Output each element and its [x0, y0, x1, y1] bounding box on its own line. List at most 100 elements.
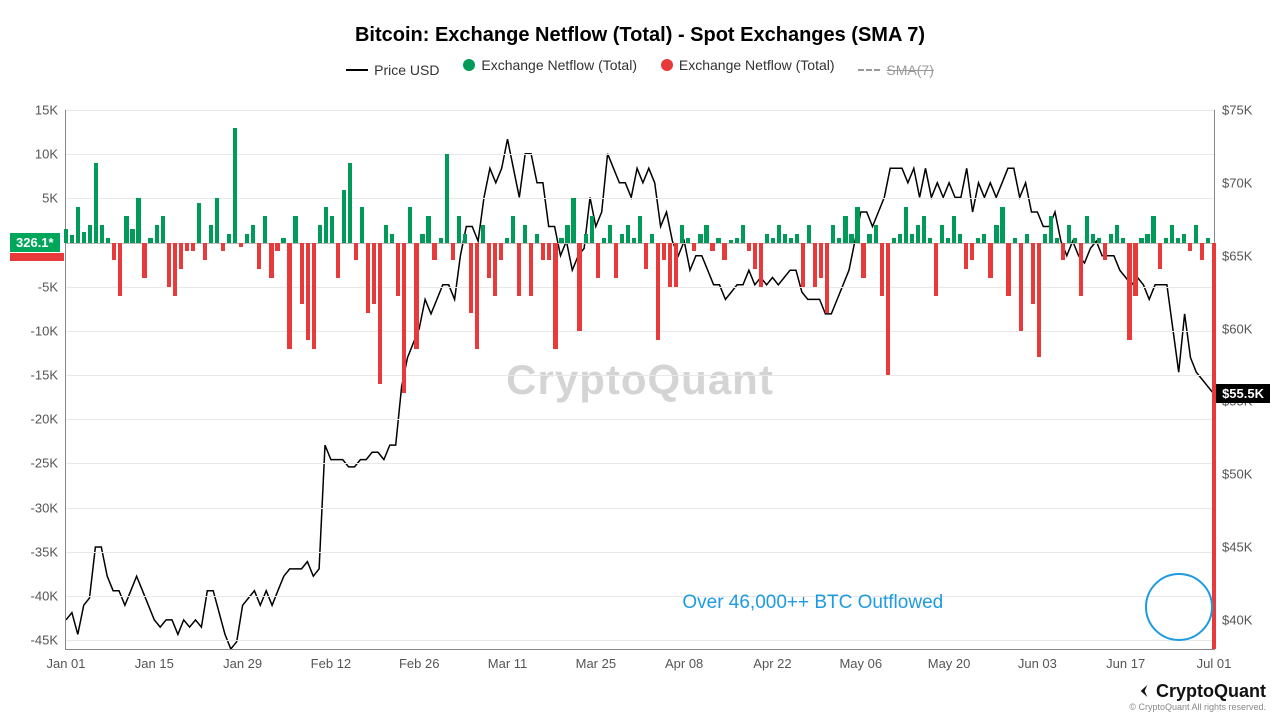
netflow-bar: [293, 216, 297, 243]
netflow-bar: [312, 243, 316, 349]
netflow-bar: [1055, 238, 1059, 242]
netflow-bar: [457, 216, 461, 243]
netflow-bar: [499, 243, 503, 261]
netflow-bar: [577, 243, 581, 331]
netflow-bar: [414, 243, 418, 349]
netflow-bar: [867, 234, 871, 243]
netflow-bar: [1085, 216, 1089, 243]
netflow-bar: [336, 243, 340, 278]
y-right-tick: $75K: [1214, 103, 1252, 118]
netflow-bar: [789, 238, 793, 242]
netflow-bar: [964, 243, 968, 270]
netflow-bar: [807, 225, 811, 243]
netflow-bar: [1043, 234, 1047, 243]
netflow-bar: [970, 243, 974, 261]
y-left-tick: -45K: [31, 633, 66, 648]
netflow-bar: [783, 234, 787, 243]
netflow-bar: [517, 243, 521, 296]
netflow-bar: [463, 234, 467, 243]
netflow-bar: [1103, 243, 1107, 261]
netflow-bar: [547, 243, 551, 261]
netflow-bar: [130, 229, 134, 242]
gridline: [66, 463, 1214, 464]
netflow-bar: [747, 243, 751, 252]
x-tick: May 06: [839, 656, 882, 671]
right-value-badge: $55.5K: [1216, 384, 1270, 403]
netflow-bar: [1170, 225, 1174, 243]
netflow-bar: [1158, 243, 1162, 270]
y-right-tick: $60K: [1214, 321, 1252, 336]
netflow-bar: [1019, 243, 1023, 331]
netflow-bar: [994, 225, 998, 243]
netflow-bar: [439, 238, 443, 242]
netflow-bar: [1115, 225, 1119, 243]
netflow-bar: [451, 243, 455, 261]
netflow-bar: [553, 243, 557, 349]
netflow-bar: [898, 234, 902, 243]
netflow-bar: [511, 216, 515, 243]
netflow-bar: [384, 225, 388, 243]
netflow-bar: [837, 238, 841, 242]
netflow-bar: [354, 243, 358, 261]
gridline: [66, 596, 1214, 597]
netflow-bar: [287, 243, 291, 349]
y-left-tick: -10K: [31, 323, 66, 338]
netflow-bar: [203, 243, 207, 261]
x-tick: Jun 03: [1018, 656, 1057, 671]
netflow-bar: [300, 243, 304, 305]
netflow-bar: [88, 225, 92, 243]
chart-title: Bitcoin: Exchange Netflow (Total) - Spot…: [0, 0, 1280, 47]
netflow-bar: [698, 234, 702, 243]
netflow-bar: [1000, 207, 1004, 242]
y-right-tick: $70K: [1214, 175, 1252, 190]
netflow-bar: [1139, 238, 1143, 242]
y-left-tick: -15K: [31, 368, 66, 383]
netflow-bar: [263, 216, 267, 243]
netflow-bar: [1079, 243, 1083, 296]
netflow-bar: [946, 238, 950, 242]
netflow-bar: [1194, 225, 1198, 243]
legend-sma: SMA(7): [858, 62, 933, 78]
legend-price: Price USD: [346, 62, 439, 78]
netflow-bar: [239, 243, 243, 247]
gridline: [66, 552, 1214, 553]
netflow-bar: [952, 216, 956, 243]
netflow-bar: [765, 234, 769, 243]
x-tick: Jan 29: [223, 656, 262, 671]
netflow-bar: [692, 243, 696, 252]
netflow-bar: [469, 243, 473, 314]
netflow-bar: [855, 207, 859, 242]
y-left-tick: -30K: [31, 500, 66, 515]
footer-brand: CryptoQuant © CryptoQuant All rights res…: [1129, 681, 1266, 712]
netflow-bar: [1145, 234, 1149, 243]
netflow-bar: [1091, 234, 1095, 243]
gridline: [66, 419, 1214, 420]
netflow-bar: [505, 238, 509, 242]
netflow-bar: [167, 243, 171, 287]
netflow-bar: [614, 243, 618, 278]
netflow-bar: [650, 234, 654, 243]
netflow-bar: [251, 225, 255, 243]
y-left-tick: -20K: [31, 412, 66, 427]
gridline: [66, 198, 1214, 199]
netflow-bar: [590, 216, 594, 243]
x-tick: Feb 26: [399, 656, 439, 671]
netflow-bar: [813, 243, 817, 287]
netflow-bar: [142, 243, 146, 278]
y-left-tick: -5K: [38, 279, 66, 294]
netflow-bar: [402, 243, 406, 393]
netflow-bar: [396, 243, 400, 296]
netflow-bar: [106, 238, 110, 242]
watermark: CryptoQuant: [506, 356, 774, 404]
netflow-bar: [475, 243, 479, 349]
netflow-bar: [179, 243, 183, 270]
gridline: [66, 154, 1214, 155]
netflow-bar: [408, 207, 412, 242]
netflow-bar: [185, 243, 189, 252]
netflow-bar: [1127, 243, 1131, 340]
netflow-bar: [668, 243, 672, 287]
netflow-bar: [445, 154, 449, 242]
netflow-bar: [173, 243, 177, 296]
netflow-bar: [245, 234, 249, 243]
left-badge-accent: [10, 253, 64, 261]
